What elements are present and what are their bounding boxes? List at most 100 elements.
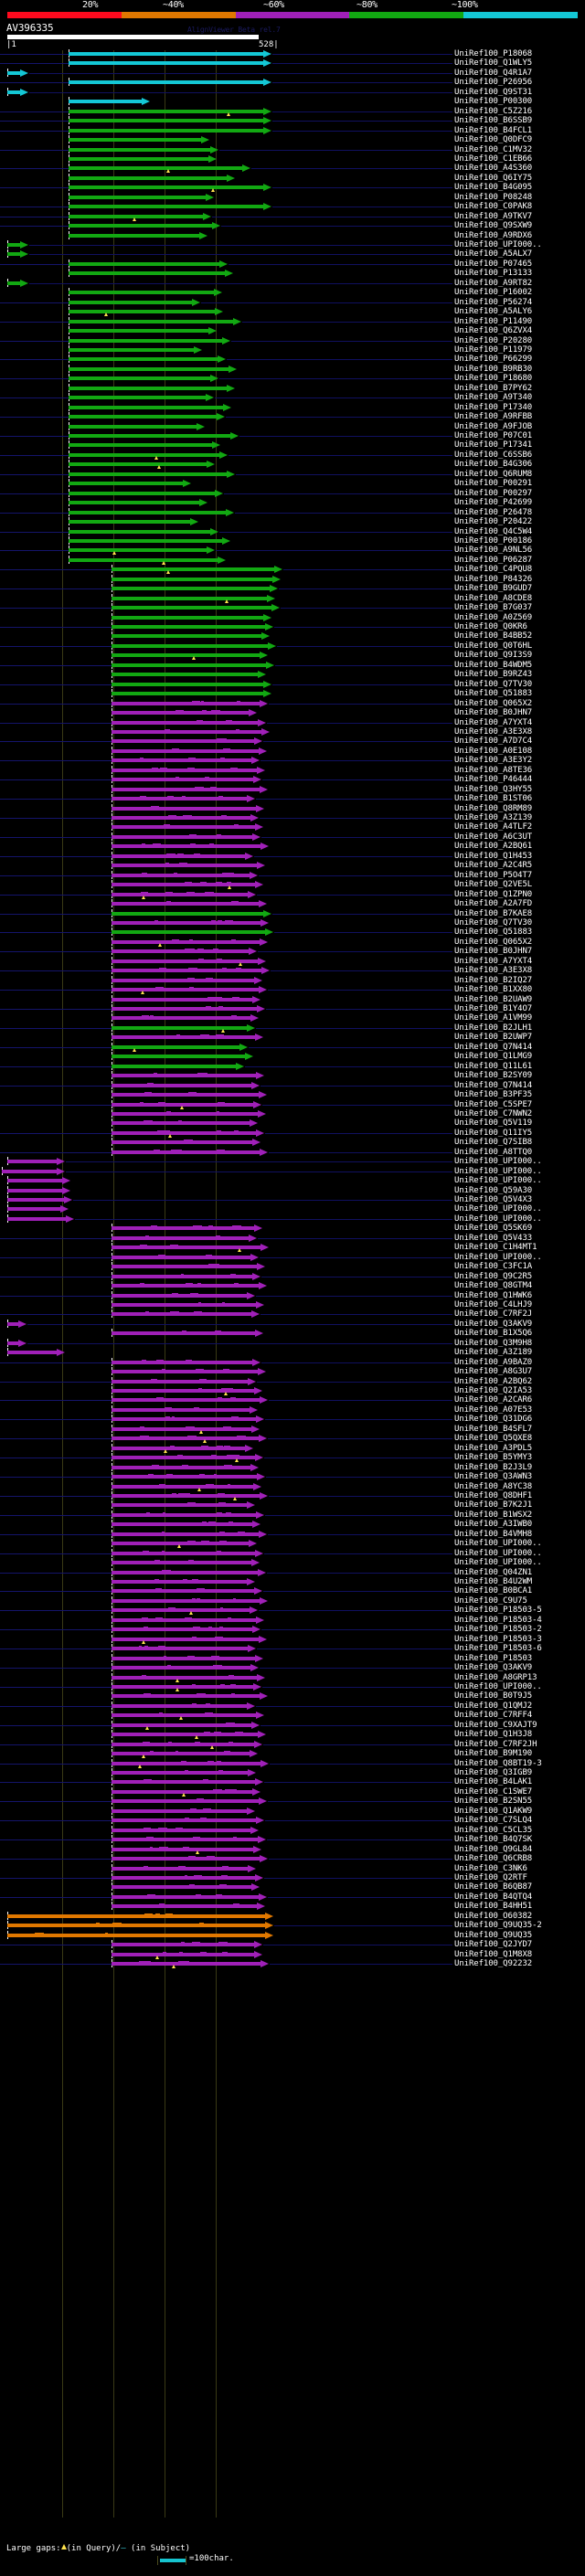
hit-label[interactable]: UniRef100_Q11IY5 bbox=[454, 1128, 533, 1138]
hit-label[interactable]: UniRef100_Q6RUM8 bbox=[454, 469, 533, 479]
hit-row[interactable]: UniRef100_B7K2J1 bbox=[0, 1500, 585, 1511]
hit-label[interactable]: UniRef100_A2C4R5 bbox=[454, 861, 533, 871]
hit-row[interactable]: UniRef100_A8GRP13 bbox=[0, 1672, 585, 1683]
hit-row[interactable]: UniRef100_Q8BT19-3 bbox=[0, 1758, 585, 1769]
hit-row[interactable]: UniRef100_Q7N414 bbox=[0, 1042, 585, 1053]
hit-label[interactable]: UniRef100_C7RFF4 bbox=[454, 1711, 533, 1721]
hsp-segment[interactable] bbox=[7, 1924, 265, 1928]
hsp-segment[interactable] bbox=[112, 1694, 260, 1699]
hsp-segment[interactable] bbox=[112, 1666, 250, 1670]
hsp-segment[interactable] bbox=[69, 300, 192, 304]
hsp-segment[interactable] bbox=[69, 175, 227, 180]
hit-row[interactable]: UniRef100_B9GUD7 bbox=[0, 584, 585, 594]
hsp-segment[interactable] bbox=[112, 729, 261, 734]
hsp-segment[interactable] bbox=[112, 1847, 253, 1851]
hsp-segment[interactable] bbox=[7, 1188, 62, 1193]
hit-row[interactable]: UniRef100_A4TLF2 bbox=[0, 822, 585, 832]
hit-row[interactable]: UniRef100_P18068 bbox=[0, 49, 585, 59]
hsp-segment[interactable] bbox=[112, 959, 258, 963]
hsp-segment[interactable] bbox=[112, 1150, 260, 1154]
hit-row[interactable]: UniRef100_B0JHN7 bbox=[0, 708, 585, 718]
hsp-segment[interactable] bbox=[112, 1111, 258, 1116]
hit-row[interactable]: UniRef100_A9T340 bbox=[0, 393, 585, 403]
hit-row[interactable]: UniRef100_A8TE36 bbox=[0, 765, 585, 776]
hit-label[interactable]: UniRef100_Q1HWK6 bbox=[454, 1290, 533, 1300]
hit-label[interactable]: UniRef100_B4BB52 bbox=[454, 631, 533, 641]
hit-label[interactable]: UniRef100_P07465 bbox=[454, 259, 533, 269]
hsp-segment[interactable] bbox=[112, 1808, 247, 1813]
hsp-segment[interactable] bbox=[69, 472, 227, 476]
hit-label[interactable]: UniRef100_B9RZ43 bbox=[454, 670, 533, 680]
hit-row[interactable]: UniRef100_Q2IA53 bbox=[0, 1386, 585, 1396]
hit-label[interactable]: UniRef100_Q7TV30 bbox=[454, 917, 533, 928]
hit-row[interactable]: UniRef100_Q8RM89 bbox=[0, 803, 585, 814]
hit-row[interactable]: UniRef100_Q4R1A7 bbox=[0, 68, 585, 79]
hit-label[interactable]: UniRef100_Q4R1A7 bbox=[454, 68, 533, 78]
hsp-segment[interactable] bbox=[112, 1570, 258, 1574]
hsp-segment[interactable] bbox=[69, 396, 206, 400]
hsp-segment[interactable] bbox=[69, 319, 233, 323]
alignment-hit-plot[interactable]: UniRef100_P18068 UniRef100_Q1WLY5 UniRef10… bbox=[0, 49, 585, 2518]
hit-row[interactable]: UniRef100_P16002 bbox=[0, 288, 585, 298]
hit-row[interactable]: UniRef100_Q1M8X8 bbox=[0, 1949, 585, 1960]
hit-label[interactable]: UniRef100_C3NK6 bbox=[454, 1863, 527, 1873]
hsp-segment[interactable] bbox=[112, 1284, 259, 1288]
hit-label[interactable]: UniRef100_A9RFBB bbox=[454, 412, 533, 422]
hit-label[interactable]: UniRef100_A2A7FD bbox=[454, 899, 533, 909]
hit-label[interactable]: UniRef100_P00291 bbox=[454, 479, 533, 489]
hsp-segment[interactable] bbox=[112, 1379, 248, 1383]
hsp-segment[interactable] bbox=[112, 969, 261, 973]
hsp-segment[interactable] bbox=[112, 1761, 261, 1765]
hit-row[interactable]: UniRef100_B4BB52 bbox=[0, 631, 585, 641]
hit-row[interactable]: UniRef100_A9BAZ0 bbox=[0, 1357, 585, 1368]
hsp-segment[interactable] bbox=[69, 109, 263, 113]
hit-row[interactable]: UniRef100_B7G037 bbox=[0, 603, 585, 613]
hit-row[interactable]: UniRef100_Q51883 bbox=[0, 928, 585, 938]
hit-row[interactable]: UniRef100_Q6ZVX4 bbox=[0, 326, 585, 336]
hsp-segment[interactable] bbox=[112, 787, 260, 791]
hsp-segment[interactable] bbox=[112, 1083, 251, 1087]
hit-row[interactable]: UniRef100_P18503-5 bbox=[0, 1606, 585, 1616]
hsp-segment[interactable] bbox=[112, 1608, 250, 1613]
hit-label[interactable]: UniRef100_P00297 bbox=[454, 488, 533, 498]
hit-row[interactable]: UniRef100_B1Y4O7 bbox=[0, 1004, 585, 1014]
hsp-segment[interactable] bbox=[112, 1713, 256, 1718]
hsp-segment[interactable] bbox=[112, 806, 256, 811]
hit-row[interactable]: UniRef100_C1MV32 bbox=[0, 144, 585, 155]
hit-label[interactable]: UniRef100_UPI000.. bbox=[454, 1681, 542, 1691]
hit-row[interactable]: UniRef100_Q2JYD7 bbox=[0, 1940, 585, 1950]
hit-label[interactable]: UniRef100_Q065X2 bbox=[454, 698, 533, 708]
hsp-segment[interactable] bbox=[112, 663, 266, 667]
hit-label[interactable]: UniRef100_P06287 bbox=[454, 555, 533, 565]
hsp-segment[interactable] bbox=[7, 243, 20, 247]
hsp-segment[interactable] bbox=[112, 988, 259, 992]
hit-row[interactable]: UniRef100_P07C01 bbox=[0, 431, 585, 441]
hit-row[interactable]: UniRef100_UPI000.. bbox=[0, 1558, 585, 1568]
hit-row[interactable]: UniRef100_A9FJOB bbox=[0, 421, 585, 432]
hsp-segment[interactable] bbox=[112, 1617, 256, 1622]
hit-row[interactable]: UniRef100_B9M190 bbox=[0, 1749, 585, 1759]
hit-row[interactable]: UniRef100_A9RFBB bbox=[0, 412, 585, 422]
hit-label[interactable]: UniRef100_B4LAK1 bbox=[454, 1777, 533, 1787]
hsp-segment[interactable] bbox=[112, 1398, 260, 1403]
hit-label[interactable]: UniRef100_B4U2WM bbox=[454, 1577, 533, 1586]
hit-label[interactable]: UniRef100_UPI000.. bbox=[454, 1214, 542, 1224]
hit-row[interactable]: UniRef100_UPI000.. bbox=[0, 1166, 585, 1177]
hsp-segment[interactable] bbox=[112, 997, 252, 1002]
hit-label[interactable]: UniRef100_P08248 bbox=[454, 192, 533, 202]
hit-label[interactable]: UniRef100_A3PDL5 bbox=[454, 1443, 533, 1453]
hit-label[interactable]: UniRef100_B0BCA1 bbox=[454, 1586, 533, 1596]
hit-label[interactable]: UniRef100_B6SSB9 bbox=[454, 116, 533, 126]
hsp-segment[interactable] bbox=[112, 1312, 251, 1317]
hsp-segment[interactable] bbox=[112, 1598, 260, 1603]
hsp-segment[interactable] bbox=[112, 673, 258, 677]
hit-label[interactable]: UniRef100_B4WDM5 bbox=[454, 660, 533, 670]
hsp-segment[interactable] bbox=[69, 329, 208, 334]
hit-row[interactable]: UniRef100_P20422 bbox=[0, 517, 585, 527]
hsp-segment[interactable] bbox=[69, 443, 212, 448]
hsp-segment[interactable] bbox=[112, 606, 271, 610]
hsp-segment[interactable] bbox=[69, 452, 219, 457]
hsp-segment[interactable] bbox=[112, 1675, 257, 1680]
hsp-segment[interactable] bbox=[112, 1733, 258, 1737]
hit-row[interactable]: UniRef100_Q6RUM8 bbox=[0, 469, 585, 480]
